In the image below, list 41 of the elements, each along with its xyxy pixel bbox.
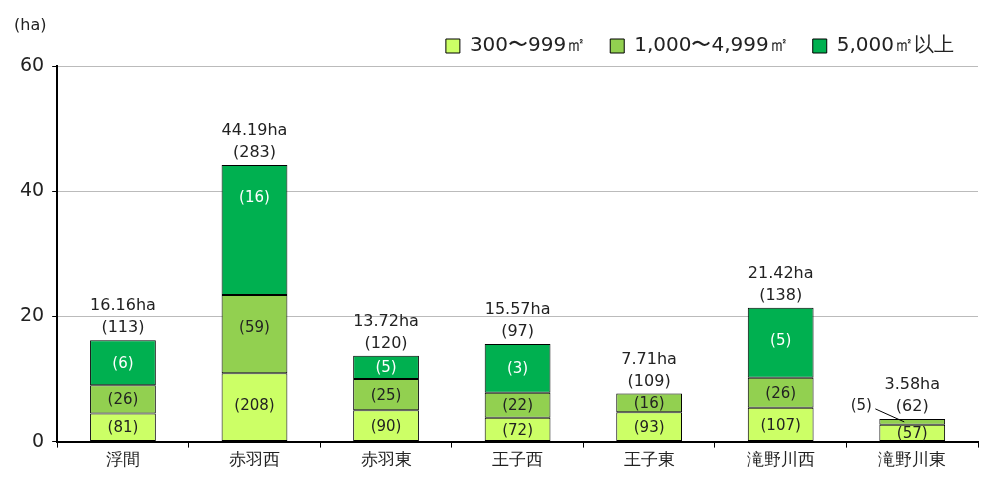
annotation: (16)	[633, 393, 665, 412]
annotation: (5)	[770, 330, 792, 349]
annotation: (72)	[502, 420, 533, 439]
annotation: (26)	[765, 383, 797, 402]
x-tick-label: 滝野川東	[878, 449, 947, 470]
x-tick-label: 王子西	[492, 449, 544, 470]
legend-label: 5,000㎡以上	[836, 32, 955, 57]
y-axis-title: (ha)	[14, 15, 47, 35]
x-tick-label: 赤羽西	[229, 449, 280, 470]
total-label: 44.19ha (283)	[221, 120, 288, 162]
y-tick-label: 60	[19, 52, 45, 75]
annotation: (93)	[633, 417, 665, 436]
annotation: (6)	[112, 353, 134, 372]
x-tick-label: 王子東	[623, 449, 675, 470]
total-label: 13.72ha (120)	[353, 310, 419, 352]
legend-label: 1,000〜4,999㎡	[634, 32, 789, 57]
annotation: (5)	[850, 395, 872, 414]
annotation: (3)	[506, 359, 529, 378]
annotation: (16)	[239, 187, 270, 206]
annotation: (57)	[896, 424, 928, 443]
total-label: 7.71ha (109)	[621, 348, 677, 390]
y-tick-label: 40	[19, 178, 45, 201]
total-label: 3.58ha (62)	[884, 374, 941, 416]
y-tick-label: 20	[19, 303, 45, 326]
annotation: (25)	[370, 385, 402, 404]
annotation: (107)	[760, 415, 801, 434]
annotation: (208)	[234, 396, 275, 415]
y-tick-label: 0	[32, 428, 45, 451]
annotation: (22)	[502, 396, 533, 415]
annotation: (90)	[370, 416, 402, 435]
total-label: 15.57ha (97)	[484, 299, 551, 341]
total-label: 16.16ha (113)	[90, 295, 156, 337]
annotation: (26)	[107, 390, 139, 409]
annotation: (59)	[239, 318, 270, 337]
x-tick-label: 滝野川西	[746, 449, 815, 470]
x-tick-label: 赤羽東	[360, 449, 412, 470]
x-tick-label: 浮間	[105, 449, 140, 470]
annotation: (81)	[107, 418, 139, 437]
annotation: (5)	[375, 358, 397, 377]
legend-label: 300〜999㎡	[469, 32, 587, 57]
total-label: 21.42ha (138)	[747, 262, 814, 304]
